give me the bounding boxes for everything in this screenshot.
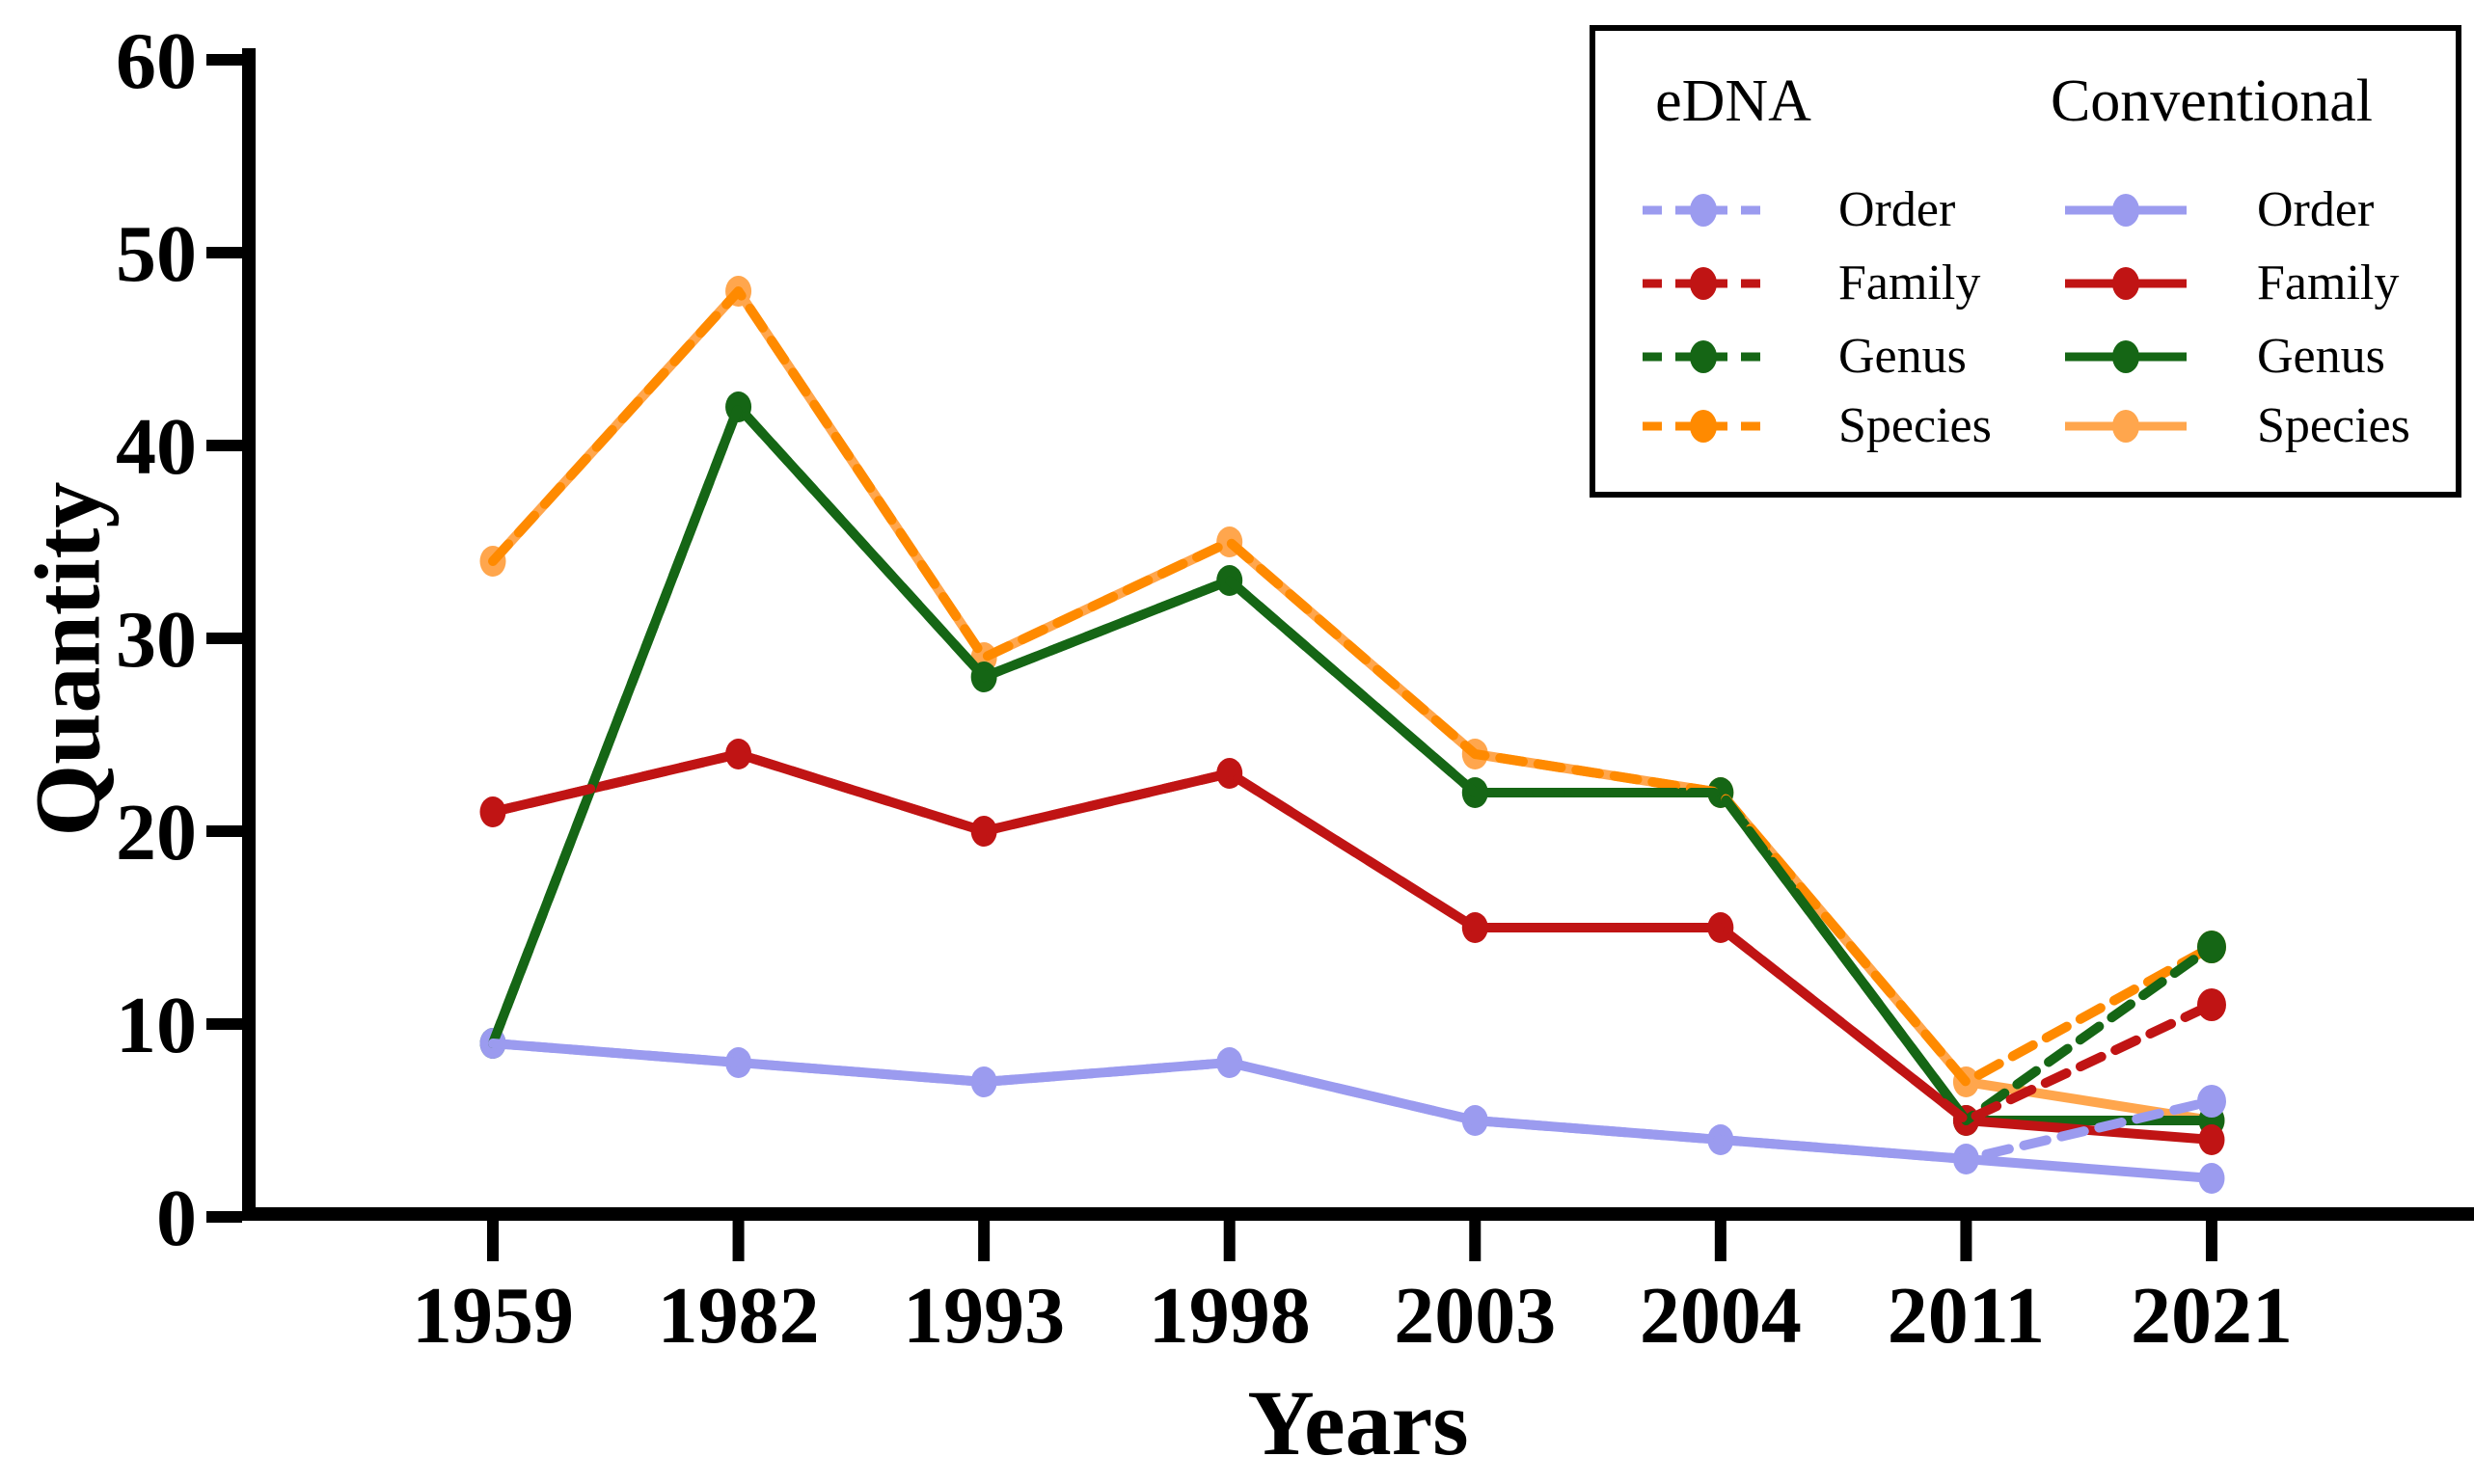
x-tick [487, 1221, 499, 1261]
legend-group-title-edna: eDNA [1655, 68, 1811, 134]
legend-label-conventional-species: Species [2257, 398, 2410, 453]
legend-marker-conventional-family-icon [2065, 267, 2187, 300]
legend-marker-conventional-genus-icon [2065, 340, 2187, 373]
y-tick-label: 0 [156, 1174, 197, 1263]
legend-label-edna-genus: Genus [1838, 329, 1967, 384]
series-conventional-order-point [970, 1066, 997, 1097]
series-conventional-genus-line [488, 402, 2216, 1125]
x-tick [1960, 1221, 1972, 1261]
legend-marker-edna-family-icon [1643, 267, 1764, 300]
y-tick [206, 440, 242, 451]
legend-label-edna-species: Species [1838, 398, 1992, 453]
series-edna-family-point [2196, 988, 2226, 1021]
series-edna-family-line [488, 749, 2216, 1125]
y-tick [206, 825, 242, 837]
series-conventional-order-point [2198, 1163, 2225, 1194]
y-tick [206, 247, 242, 258]
legend-label-edna-order: Order [1838, 182, 1956, 237]
y-tick-label: 10 [116, 981, 197, 1070]
x-axis-line [242, 1207, 2474, 1221]
x-tick-label: 1993 [903, 1271, 1065, 1361]
y-tick-label: 20 [116, 788, 197, 877]
legend-box: eDNA Conventional Order Family Genus Spe… [1590, 25, 2461, 498]
series-edna-genus-point [2196, 931, 2226, 963]
x-tick [732, 1221, 745, 1261]
x-tick-label: 1998 [1149, 1271, 1311, 1361]
x-tick [1223, 1221, 1236, 1261]
x-tick-label: 1959 [412, 1271, 574, 1361]
legend-marker-conventional-species-icon [2065, 410, 2187, 443]
x-tick-label: 2021 [2131, 1271, 2293, 1361]
series-conventional-family-point [2198, 1124, 2225, 1155]
legend-group-title-conventional: Conventional [2050, 68, 2374, 134]
x-tick [978, 1221, 991, 1261]
x-tick [2205, 1221, 2217, 1261]
y-tick [206, 633, 242, 644]
y-tick-label: 40 [116, 402, 197, 492]
legend-label-conventional-genus: Genus [2257, 329, 2385, 384]
y-tick-label: 50 [116, 209, 197, 299]
legend-marker-edna-order-icon [1643, 194, 1764, 227]
series-edna-order-line [488, 1039, 2216, 1164]
y-tick [206, 1018, 242, 1030]
y-tick-label: 60 [116, 16, 197, 106]
y-axis-line [242, 48, 256, 1221]
x-tick-label: 2004 [1640, 1271, 1802, 1361]
y-tick [206, 54, 242, 66]
legend-marker-conventional-order-icon [2065, 194, 2187, 227]
x-tick-label: 1982 [658, 1271, 820, 1361]
legend-marker-edna-species-icon [1643, 410, 1764, 443]
y-tick-label: 30 [116, 595, 197, 685]
x-tick-label: 2011 [1888, 1271, 2045, 1361]
legend-label-conventional-order: Order [2257, 182, 2375, 237]
legend-label-edna-family: Family [1838, 256, 1981, 310]
y-tick [206, 1211, 242, 1223]
x-tick [1714, 1221, 1726, 1261]
x-tick-label: 2003 [1394, 1271, 1556, 1361]
y-axis-title: Quantity [15, 481, 120, 837]
series-edna-genus-line [488, 402, 2216, 1125]
legend-marker-edna-genus-icon [1643, 340, 1764, 373]
x-tick [1469, 1221, 1482, 1261]
series-edna-species-line [488, 286, 2216, 1087]
legend-label-conventional-family: Family [2257, 256, 2400, 310]
series-edna-order-point [2196, 1085, 2226, 1118]
x-axis-title: Years [1247, 1371, 1469, 1474]
